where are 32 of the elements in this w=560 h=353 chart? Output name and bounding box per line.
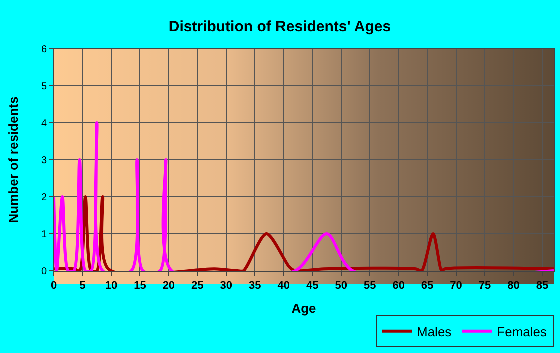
chart-title: Distribution of Residents' Ages bbox=[168, 18, 392, 36]
x-tick-label: 65 bbox=[421, 280, 434, 292]
x-tick-label: 25 bbox=[192, 280, 204, 292]
x-tick-label: 0 bbox=[50, 280, 58, 292]
line-series bbox=[54, 122, 554, 271]
x-tick-label: 30 bbox=[220, 280, 233, 292]
x-tick-label: 45 bbox=[306, 280, 319, 292]
y-tick-label: 2 bbox=[41, 192, 48, 204]
x-tick-label: 80 bbox=[508, 280, 520, 292]
x-tick-label: 35 bbox=[249, 280, 262, 292]
x-tick-label: 50 bbox=[335, 280, 348, 292]
x-tick-label: 85 bbox=[536, 280, 549, 292]
y-tick-label: 0 bbox=[41, 266, 48, 278]
legend-label: Males bbox=[417, 324, 452, 340]
y-tick-label: 4 bbox=[41, 118, 48, 130]
y-axis-title: Number of residents bbox=[6, 96, 21, 224]
x-tick-label: 20 bbox=[162, 280, 176, 292]
line-series bbox=[54, 196, 554, 271]
x-tick-label: 75 bbox=[478, 280, 492, 292]
x-tick-label: 5 bbox=[80, 280, 86, 292]
x-tick-label: 15 bbox=[134, 280, 146, 292]
x-tick-label: 10 bbox=[105, 280, 118, 292]
y-tick-label: 3 bbox=[41, 156, 48, 166]
x-axis-title: Age bbox=[292, 300, 316, 316]
x-tick-label: 70 bbox=[450, 280, 462, 292]
x-tick-label: 55 bbox=[364, 280, 376, 292]
y-tick-label: 1 bbox=[41, 230, 48, 240]
legend-label: Females bbox=[497, 324, 548, 340]
y-tick-label: 6 bbox=[41, 44, 48, 56]
x-tick-label: 60 bbox=[392, 280, 405, 292]
y-tick-label: 5 bbox=[41, 82, 48, 92]
x-tick-label: 40 bbox=[278, 280, 290, 292]
